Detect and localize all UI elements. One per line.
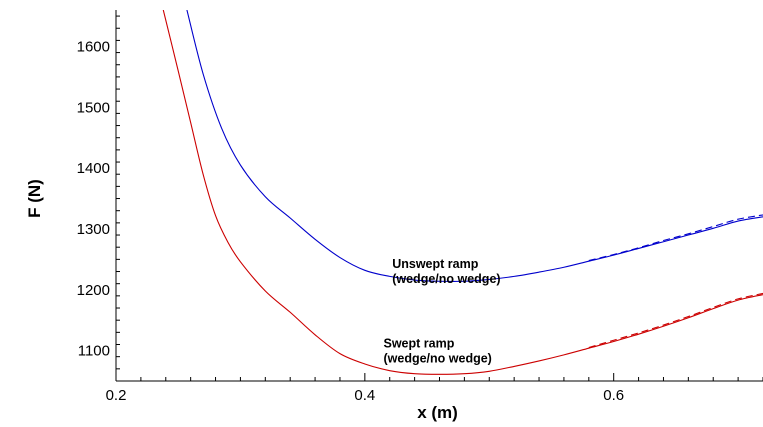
annotation-line: (wedge/no wedge): [392, 272, 500, 286]
series-line-swept-wedge: [162, 10, 763, 375]
y-tick-label: 1400: [77, 160, 110, 177]
annotation-line: Unswept ramp: [392, 257, 478, 271]
x-tick-label: 0.6: [603, 387, 624, 404]
x-axis-ticks: 0.2 0.4 0.6: [106, 373, 763, 404]
series-line-unswept-wedge: [186, 10, 763, 282]
plot-area: 1100 1200 1300 1400 1500 1600 0.2 0.4 0.6 Unswe…: [77, 10, 763, 404]
series-layer: [162, 10, 763, 375]
y-tick-label: 1300: [77, 221, 110, 238]
annotation-swept: Swept ramp (wedge/no wedge): [384, 337, 492, 366]
x-axis-title: x (m): [417, 403, 458, 422]
y-tick-label: 1100: [78, 343, 110, 360]
x-tick-label: 0.2: [106, 387, 127, 404]
series-line-swept-no-wedge: [588, 292, 763, 349]
y-tick-label: 1500: [77, 99, 110, 116]
series-line-unswept-no-wedge: [588, 214, 763, 262]
y-axis-ticks: 1100 1200 1300 1400 1500 1600: [77, 15, 120, 382]
y-tick-label: 1600: [77, 38, 110, 55]
y-tick-label: 1200: [77, 282, 110, 299]
x-tick-label: 0.4: [354, 387, 375, 404]
annotation-unswept: Unswept ramp (wedge/no wedge): [392, 257, 500, 286]
y-axis-title: F (N): [25, 179, 44, 218]
annotation-line: Swept ramp: [384, 337, 455, 351]
annotation-line: (wedge/no wedge): [384, 352, 492, 366]
annotation-layer: Unswept ramp (wedge/no wedge)Swept ramp (w…: [384, 257, 501, 366]
